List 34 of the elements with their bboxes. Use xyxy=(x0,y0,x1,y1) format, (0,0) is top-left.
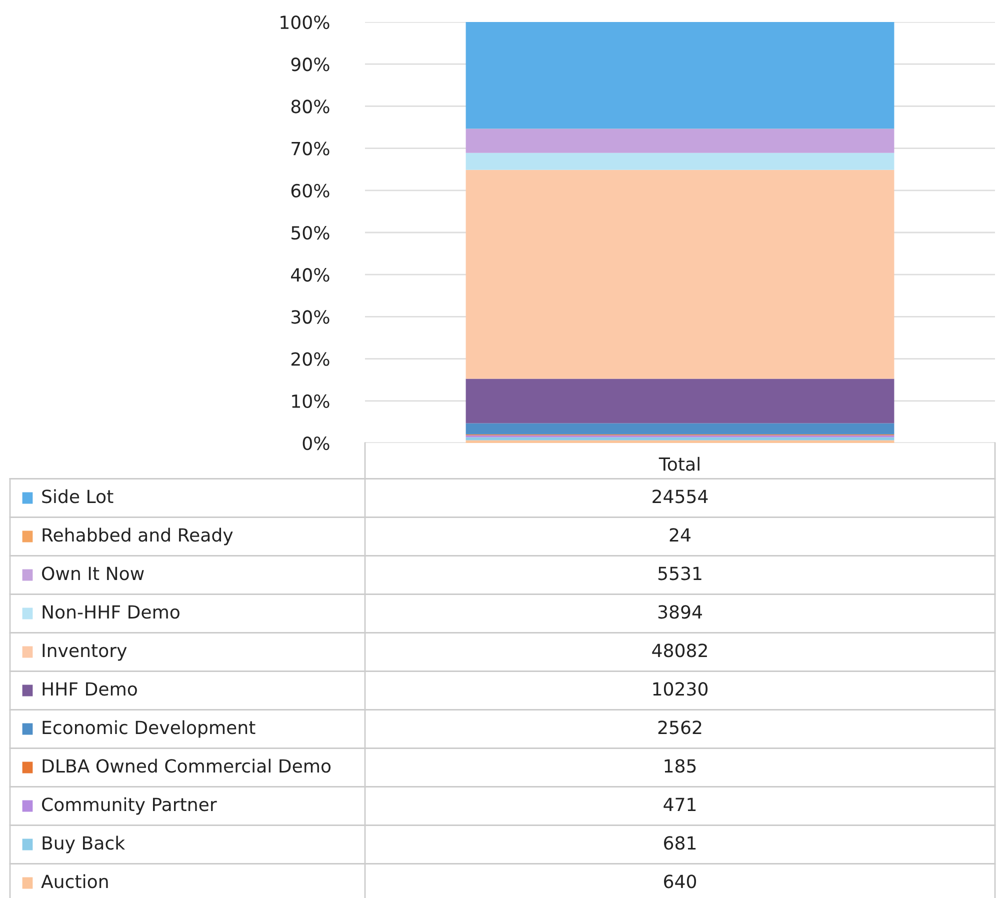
data-label: 10230 xyxy=(653,682,708,696)
data-label: 5531 xyxy=(658,566,702,580)
y-tick-label: 100% xyxy=(280,15,330,30)
legend-label: HHF Demo xyxy=(42,682,137,696)
legend-label: Buy Back xyxy=(42,836,126,854)
data-label: 640 xyxy=(664,874,696,888)
data-label: 24 xyxy=(670,528,690,542)
y-tick-label: 80% xyxy=(291,100,330,114)
legend-label: Rehabbed and Ready xyxy=(42,528,233,546)
data-label: 471 xyxy=(664,798,696,811)
y-tick-label: 20% xyxy=(291,352,330,366)
legend-label: Side Lot xyxy=(42,489,114,504)
y-tick-label: 0% xyxy=(302,436,330,450)
y-tick-label: 70% xyxy=(292,142,330,156)
data-label: 2562 xyxy=(658,720,702,734)
legend-label: Community Partner xyxy=(42,797,217,815)
data-label: 24554 xyxy=(652,490,708,504)
legend-label: Inventory xyxy=(42,644,127,661)
data-label: 3894 xyxy=(658,605,702,619)
legend-label: DLBA Owned Commercial Demo xyxy=(42,758,331,773)
y-tick-label: 10% xyxy=(292,394,330,408)
y-tick-label: 90% xyxy=(291,58,330,72)
y-tick-label: 30% xyxy=(292,310,330,324)
y-tick-label: 40% xyxy=(291,268,330,282)
legend-label: Economic Development xyxy=(42,720,256,738)
data-label: 681 xyxy=(664,836,696,850)
legend-label: Auction xyxy=(41,874,108,888)
legend-label: Non-HHF Demo xyxy=(42,605,180,619)
data-label: 185 xyxy=(664,759,696,773)
data-label: 48082 xyxy=(652,644,707,658)
legend-label: Own It Now xyxy=(42,566,144,580)
y-tick-label: 50% xyxy=(292,226,330,240)
x-tick-label: Total xyxy=(658,456,700,471)
y-tick-label: 60% xyxy=(291,184,330,198)
